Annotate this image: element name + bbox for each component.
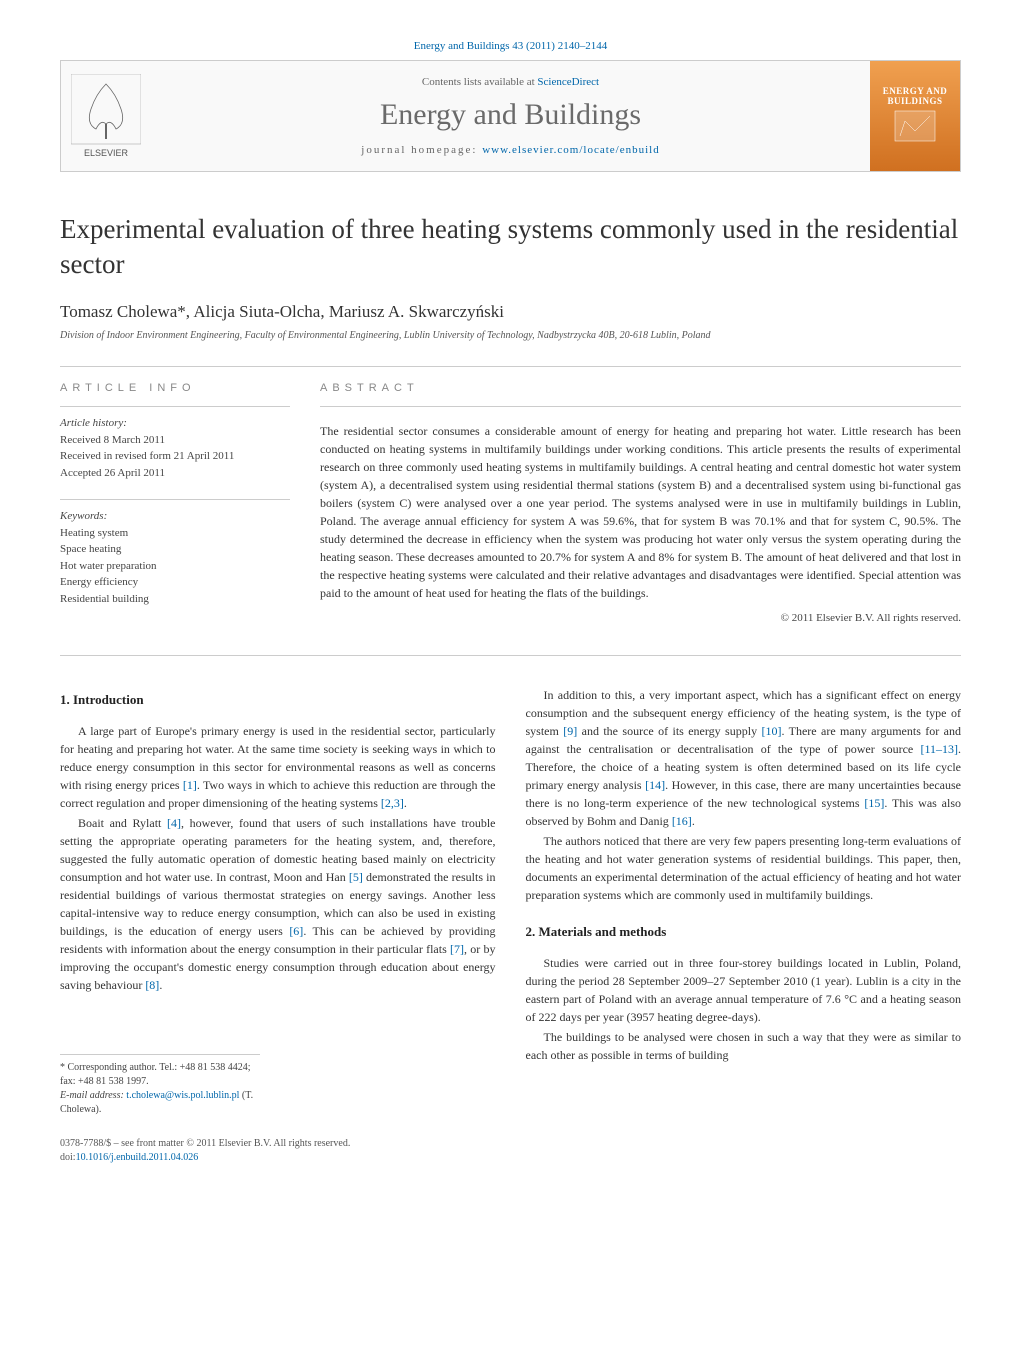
reference-link[interactable]: [15] [864, 796, 884, 810]
reference-link[interactable]: [6] [289, 924, 303, 938]
reference-link[interactable]: [4] [167, 816, 181, 830]
divider [60, 366, 961, 367]
header-citation: Energy and Buildings 43 (2011) 2140–2144 [60, 40, 961, 52]
homepage-label: journal homepage: [361, 144, 482, 156]
body-columns: 1. Introduction A large part of Europe's… [60, 686, 961, 1165]
doi-line: doi:10.1016/j.enbuild.2011.04.026 [60, 1151, 496, 1165]
contents-line: Contents lists available at ScienceDirec… [422, 76, 599, 88]
footnotes: * Corresponding author. Tel.: +48 81 538… [60, 1054, 260, 1117]
reference-link[interactable]: [7] [450, 942, 464, 956]
divider-short [60, 406, 290, 407]
doi-link[interactable]: 10.1016/j.enbuild.2011.04.026 [76, 1152, 199, 1163]
article-info-column: article info Article history: Received 8… [60, 382, 290, 625]
footer-line: 0378-7788/$ – see front matter © 2011 El… [60, 1137, 496, 1165]
sciencedirect-link[interactable]: ScienceDirect [537, 76, 599, 88]
email-line: E-mail address: t.cholewa@wis.pol.lublin… [60, 1089, 260, 1117]
keyword: Space heating [60, 541, 290, 558]
abstract-column: abstract The residential sector consumes… [320, 382, 961, 625]
history-item: Received 8 March 2011 [60, 432, 290, 449]
reference-link[interactable]: [5] [349, 870, 363, 884]
section-heading-methods: 2. Materials and methods [526, 924, 962, 940]
divider [60, 655, 961, 656]
reference-link[interactable]: [14] [645, 778, 665, 792]
doi-label: doi: [60, 1152, 76, 1163]
reference-link[interactable]: [2,3] [381, 796, 404, 810]
keywords-label: Keywords: [60, 508, 290, 525]
elsevier-tree-icon: ELSEVIER [71, 74, 141, 159]
homepage-line: journal homepage: www.elsevier.com/locat… [361, 144, 659, 156]
divider-short [60, 499, 290, 500]
reference-link[interactable]: [9] [563, 724, 577, 738]
email-link[interactable]: t.cholewa@wis.pol.lublin.pl [126, 1090, 239, 1101]
history-item: Accepted 26 April 2011 [60, 465, 290, 482]
journal-cover: ENERGY AND BUILDINGS [870, 61, 960, 171]
keyword: Hot water preparation [60, 558, 290, 575]
article-title: Experimental evaluation of three heating… [60, 212, 961, 282]
article-info-label: article info [60, 382, 290, 394]
abstract-copyright: © 2011 Elsevier B.V. All rights reserved… [320, 612, 961, 624]
article-history: Article history: Received 8 March 2011 R… [60, 415, 290, 481]
cover-title: ENERGY AND BUILDINGS [880, 86, 950, 106]
body-paragraph: Boait and Rylatt [4], however, found tha… [60, 814, 496, 994]
corresponding-author: * Corresponding author. Tel.: +48 81 538… [60, 1061, 260, 1089]
publisher-logo: ELSEVIER [61, 61, 151, 171]
journal-name: Energy and Buildings [380, 98, 641, 132]
body-paragraph: The authors noticed that there are very … [526, 832, 962, 904]
contents-prefix: Contents lists available at [422, 76, 537, 88]
right-column: In addition to this, a very important as… [526, 686, 962, 1165]
keyword: Heating system [60, 525, 290, 542]
keywords-block: Keywords: Heating system Space heating H… [60, 508, 290, 607]
body-paragraph: The buildings to be analysed were chosen… [526, 1028, 962, 1064]
front-matter: 0378-7788/$ – see front matter © 2011 El… [60, 1137, 496, 1151]
divider [320, 406, 961, 407]
history-item: Received in revised form 21 April 2011 [60, 448, 290, 465]
reference-link[interactable]: [1] [183, 778, 197, 792]
reference-link[interactable]: [11–13] [920, 742, 958, 756]
reference-link[interactable]: [8] [145, 978, 159, 992]
reference-link[interactable]: [10] [761, 724, 781, 738]
authors: Tomasz Cholewa*, Alicja Siuta-Olcha, Mar… [60, 302, 961, 322]
left-column: 1. Introduction A large part of Europe's… [60, 686, 496, 1165]
email-label: E-mail address: [60, 1090, 126, 1101]
citation-link[interactable]: Energy and Buildings 43 (2011) 2140–2144 [414, 40, 607, 52]
body-paragraph: Studies were carried out in three four-s… [526, 954, 962, 1026]
homepage-link[interactable]: www.elsevier.com/locate/enbuild [482, 144, 660, 156]
abstract-text: The residential sector consumes a consid… [320, 422, 961, 602]
affiliation: Division of Indoor Environment Engineeri… [60, 330, 961, 341]
keyword: Residential building [60, 591, 290, 608]
meta-abstract-row: article info Article history: Received 8… [60, 382, 961, 625]
reference-link[interactable]: [16] [672, 814, 692, 828]
body-paragraph: A large part of Europe's primary energy … [60, 722, 496, 812]
history-label: Article history: [60, 415, 290, 432]
cover-graphic-icon [890, 106, 940, 146]
section-heading-intro: 1. Introduction [60, 692, 496, 708]
body-paragraph: In addition to this, a very important as… [526, 686, 962, 830]
publisher-label: ELSEVIER [84, 148, 129, 158]
abstract-label: abstract [320, 382, 961, 394]
keyword: Energy efficiency [60, 574, 290, 591]
banner-center: Contents lists available at ScienceDirec… [151, 61, 870, 171]
journal-banner: ELSEVIER Contents lists available at Sci… [60, 60, 961, 172]
